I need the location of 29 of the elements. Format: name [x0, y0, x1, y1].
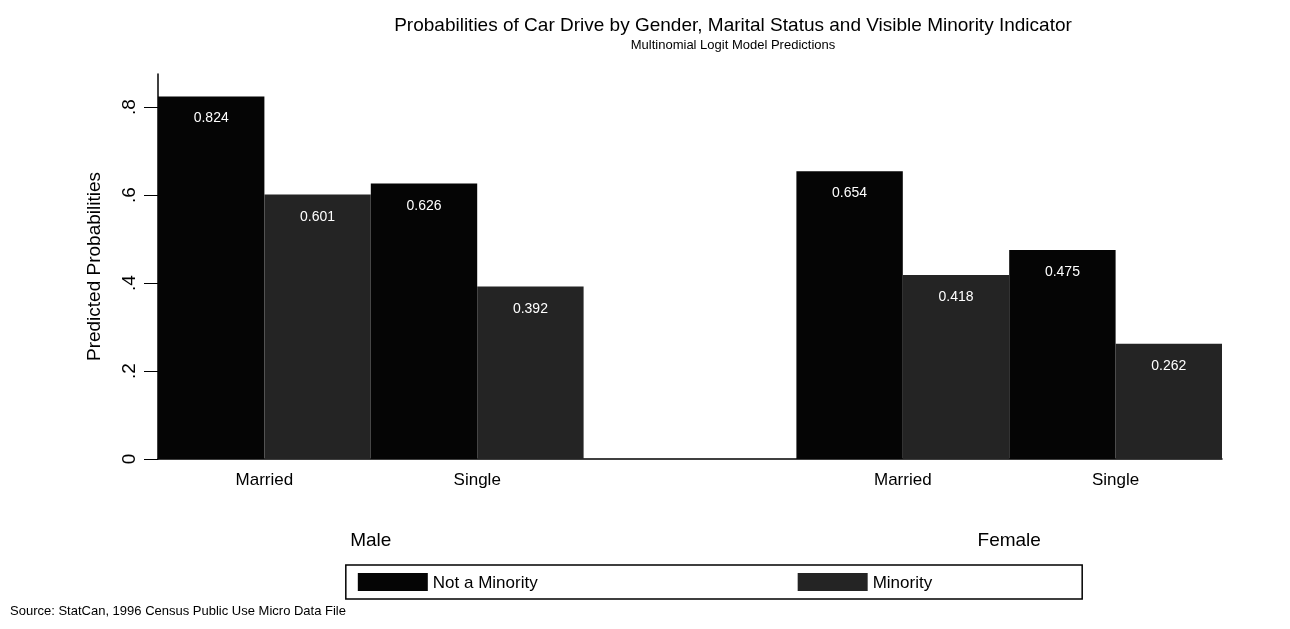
x-tick-label: Single — [1091, 470, 1140, 489]
chart-title: Probabilities of Car Drive by Gender, Marital Status and Visible Minority Indicator — [394, 14, 1073, 35]
text: Female — [977, 529, 1041, 550]
data-label: 0.475 — [1044, 263, 1081, 279]
data-label: 0.262 — [1151, 356, 1187, 373]
data-label: 0.626 — [406, 196, 442, 213]
text: Male — [350, 529, 392, 550]
y-tick-label: .4 — [118, 274, 139, 291]
x-tick-label: Single — [453, 470, 501, 489]
y-tick-label: .2 — [118, 363, 139, 379]
y-tick-label: .8 — [118, 99, 139, 115]
data-label: 0.601 — [300, 207, 336, 224]
x-tick-label: Married — [873, 470, 932, 489]
bar — [477, 286, 584, 459]
y-tick-label: 0 — [118, 453, 139, 465]
y-tick-label: .6 — [118, 187, 139, 203]
data-label: 0.654 — [832, 184, 868, 201]
bar — [902, 275, 1010, 459]
data-label: 0.418 — [938, 288, 974, 305]
data-label: 0.392 — [512, 299, 549, 316]
chart-subtitle: Multinomial Logit Model Predictions — [630, 37, 836, 52]
bar — [1115, 343, 1222, 459]
x-tick-label: Married — [235, 470, 294, 489]
bar — [264, 194, 371, 459]
data-label: 0.824 — [193, 109, 229, 126]
y-axis-title: Predicted Probabilities — [83, 171, 104, 362]
legend-label: Minority — [872, 572, 933, 592]
legend-label: Not a Minority — [432, 572, 539, 592]
source-note: Source: StatCan, 1996 Census Public Use Micro Data File — [10, 603, 346, 618]
